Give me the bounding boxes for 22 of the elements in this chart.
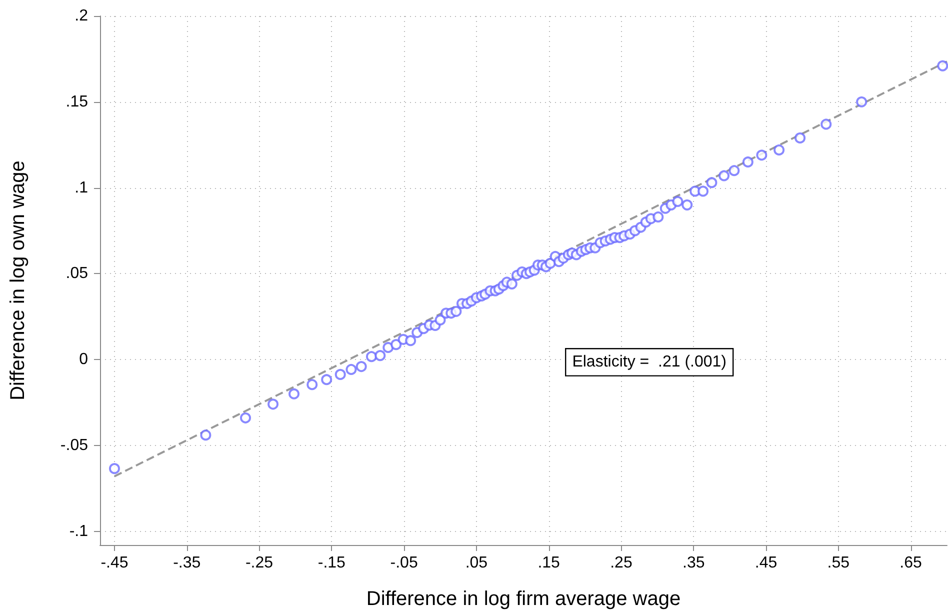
x-tick-label: -.15 [318,554,346,572]
y-tick-label: .1 [74,179,88,196]
x-tick-label: .45 [754,554,778,572]
x-tick-label: .35 [682,554,705,572]
x-axis-title: Difference in log firm average wage [366,588,681,610]
annotation: Elasticity = .21 (.001) [572,354,726,371]
x-tick-label: -.35 [173,554,201,572]
y-axis-title: Difference in log own wage [7,160,29,400]
x-tick-label: .25 [610,554,632,572]
x-tick-label: -.05 [390,554,418,572]
y-tick-label: .2 [74,8,88,24]
y-tick-label: -.05 [60,436,88,454]
x-tick-label: .05 [465,554,488,572]
y-tick-label: .15 [66,93,88,110]
y-tick-label: .05 [66,265,88,282]
x-tick-label: .15 [538,554,560,572]
y-tick-label: -.1 [69,522,88,540]
x-tick-label: .55 [827,554,850,572]
x-tick-label: -.25 [245,554,274,572]
x-tick-label: -.45 [100,554,128,572]
y-tick-label: 0 [79,351,88,368]
x-tick-label: .65 [900,554,922,572]
